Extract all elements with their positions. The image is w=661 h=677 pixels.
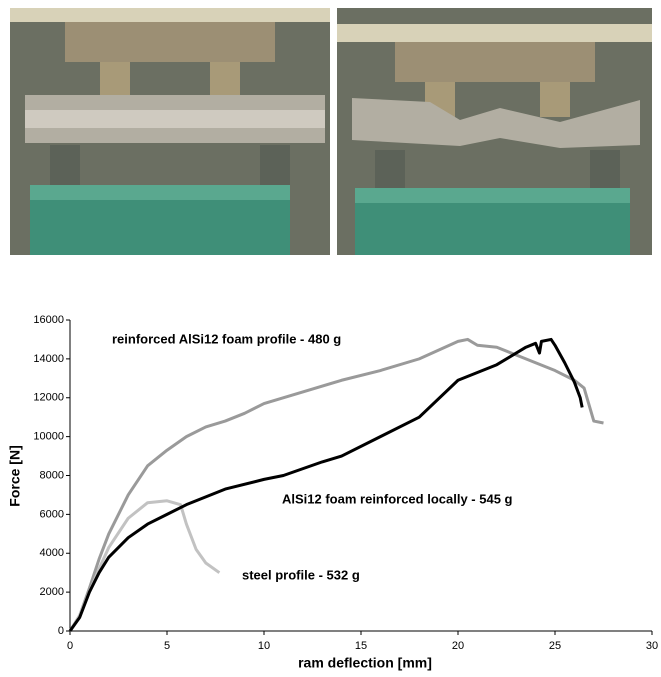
x-tick-label: 10: [258, 640, 270, 652]
x-tick-label: 0: [67, 640, 73, 652]
y-tick-label: 10000: [33, 431, 64, 443]
x-axis-label: ram deflection [mm]: [298, 655, 432, 671]
y-tick-label: 0: [58, 625, 64, 637]
y-tick-label: 4000: [40, 547, 64, 559]
series-line: [68, 337, 604, 632]
y-tick-label: 2000: [40, 586, 64, 598]
x-tick-label: 5: [164, 640, 170, 652]
series-line: [68, 499, 221, 632]
y-axis-label: Force [N]: [7, 445, 23, 506]
series-line: [68, 337, 584, 632]
y-tick-label: 6000: [40, 508, 64, 520]
x-tick-label: 30: [646, 640, 658, 652]
annotation: reinforced AlSi12 foam profile - 480 g: [112, 331, 341, 346]
y-tick-label: 8000: [40, 469, 64, 481]
annotation: AlSi12 foam reinforced locally - 545 g: [282, 491, 513, 506]
y-tick-label: 14000: [33, 353, 64, 365]
x-tick-label: 20: [452, 640, 464, 652]
photo-after: [337, 8, 652, 255]
y-tick-label: 16000: [33, 314, 64, 326]
photo-before: [10, 8, 330, 255]
x-tick-label: 15: [355, 640, 367, 652]
y-tick-label: 12000: [33, 392, 64, 404]
x-tick-label: 25: [549, 640, 561, 652]
annotation: steel profile - 532 g: [242, 567, 360, 582]
